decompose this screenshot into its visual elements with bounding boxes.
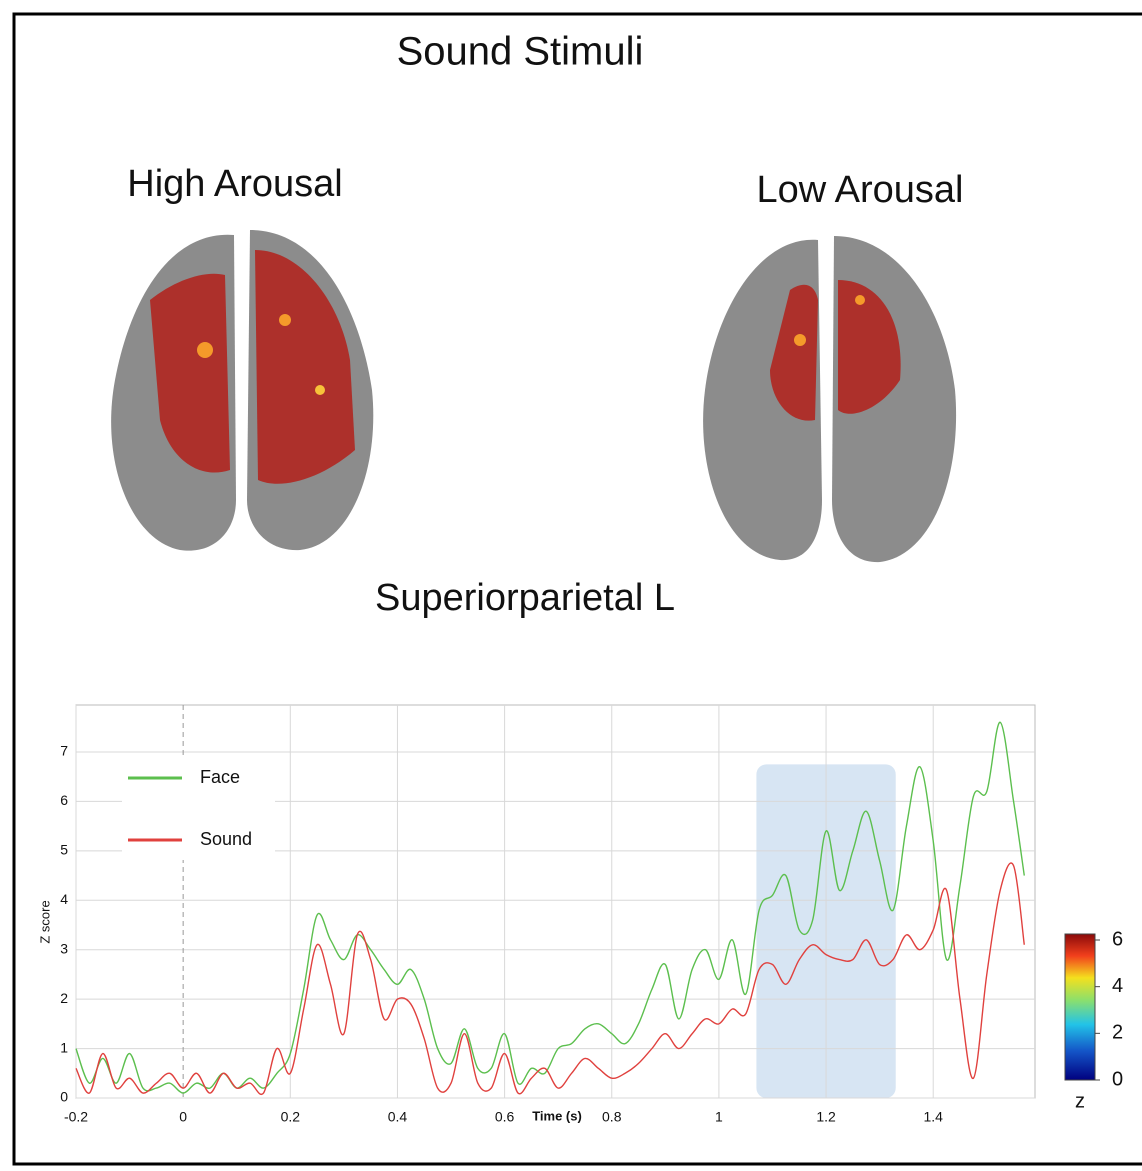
- x-tick-label: 1.2: [816, 1109, 836, 1125]
- y-tick-label: 2: [60, 990, 68, 1006]
- y-tick-label: 7: [60, 743, 68, 759]
- x-tick-label: 0.6: [495, 1109, 515, 1125]
- x-tick-label: 0.2: [281, 1109, 301, 1125]
- y-tick-label: 6: [60, 792, 68, 808]
- colorbar-tick-label: 2: [1112, 1022, 1123, 1044]
- legend-label: Sound: [200, 829, 252, 849]
- y-tick-label: 3: [60, 940, 68, 956]
- legend-label: Face: [200, 767, 240, 787]
- y-tick-label: 0: [60, 1089, 68, 1105]
- legend-box: [122, 757, 275, 860]
- x-tick-label: 0.8: [602, 1109, 622, 1125]
- y-tick-label: 5: [60, 842, 68, 858]
- y-tick-label: 1: [60, 1039, 68, 1055]
- panel-title: High Arousal: [127, 163, 342, 205]
- frame: [12, 12, 1142, 1166]
- plot-layer: 0 1 2 3 4 5 6 7 -0.2 0 0.2 0.4 0.6 0.8 1 1.2 1.4 Face Soun…: [60, 705, 1035, 1125]
- x-axis-label: Time (s): [532, 1108, 582, 1123]
- colorbar-tick-label: 0: [1112, 1068, 1123, 1090]
- figure-title: Sound Stimuli: [397, 30, 644, 74]
- colorbar: [1064, 933, 1096, 1081]
- brain-high: [111, 230, 374, 551]
- chart-title: Superiorparietal L: [375, 577, 675, 619]
- y-axis-label: Z score: [37, 900, 52, 943]
- colorbar-label: z: [1075, 1090, 1085, 1112]
- x-tick-label: 0: [179, 1109, 187, 1125]
- brain-low: [703, 236, 957, 563]
- series-line: [75, 862, 1025, 1096]
- x-tick-label: 1: [715, 1109, 723, 1125]
- y-tick-label: 4: [60, 891, 68, 907]
- x-tick-label: 1.4: [923, 1109, 943, 1125]
- colorbar-tick-label: 6: [1112, 928, 1123, 950]
- legend: Face Sound: [122, 757, 275, 860]
- colorbar-tick-label: 4: [1112, 975, 1123, 997]
- x-tick-label: -0.2: [64, 1109, 88, 1125]
- x-tick-label: 0.4: [388, 1109, 408, 1125]
- panel-title: Low Arousal: [756, 169, 963, 211]
